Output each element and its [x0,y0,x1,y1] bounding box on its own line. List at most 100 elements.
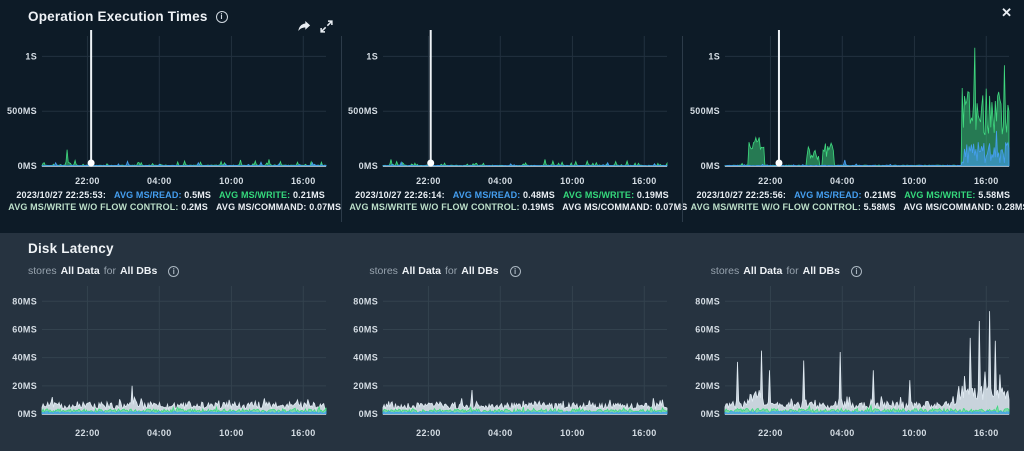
stat-write-value: 0.21MS [292,190,325,200]
svg-text:1S: 1S [25,51,37,61]
svg-text:500MS: 500MS [690,106,720,116]
svg-text:60MS: 60MS [695,324,720,334]
op-chart-panel-3: 22:00 04:00 10:00 16:00 1S 500MS 0MS 2023/10/2… [683,30,1024,213]
stats-line-2: AVG MS/WRITE W/O FLOW CONTROL: 5.58MS AVG… [683,202,1024,214]
disk-chart-subtitle-3: stores All Data for All DBs i [683,262,1024,280]
svg-text:60MS: 60MS [12,324,37,334]
stat-timestamp: 2023/10/27 22:25:56: [696,190,787,200]
subtitle-prefix: stores [28,265,57,277]
subtitle-target: All DBs [461,265,499,277]
svg-text:16:00: 16:00 [291,428,316,438]
svg-text:500MS: 500MS [7,106,37,116]
op-chart-panel-2: 22:00 04:00 10:00 16:00 1S 500MS 0MS 2023/10/2… [341,30,687,213]
info-icon[interactable]: i [509,265,521,277]
subtitle-prefix: stores [369,265,398,277]
disk-chart-panel-2: stores All Data for All DBs i 22:00 04:00… [341,262,682,440]
disk-chart-row: stores All Data for All DBs i 22:00 04:00… [0,262,1024,440]
stat-read-label: AVG MS/READ: [794,190,862,200]
svg-text:16:00: 16:00 [974,176,999,186]
svg-text:10:00: 10:00 [902,428,927,438]
svg-text:40MS: 40MS [354,353,379,363]
stat-command-label: AVG MS/COMMAND: [215,201,307,212]
info-icon[interactable]: i [850,265,862,277]
info-icon[interactable]: i [215,10,228,23]
share-icon[interactable] [297,20,311,34]
disk-chart-panel-3: stores All Data for All DBs i 22:00 04:00… [683,262,1024,440]
svg-text:04:00: 04:00 [147,176,172,186]
svg-text:0MS: 0MS [359,161,378,171]
op-chart-panel-1: 22:00 04:00 10:00 16:00 1S 500MS 0MS 2023/10/2… [0,30,341,213]
svg-text:0MS: 0MS [700,409,719,419]
svg-text:10:00: 10:00 [902,176,927,186]
op-exec-chart-3[interactable]: 22:00 04:00 10:00 16:00 1S 500MS 0MS [683,30,1024,188]
svg-text:16:00: 16:00 [291,176,316,186]
expand-icon[interactable] [320,20,334,34]
svg-text:04:00: 04:00 [830,176,855,186]
stats-line-1: 2023/10/27 22:25:53: AVG MS/READ: 0.5MS AV… [0,190,341,202]
disk-section-title: Disk Latency [28,241,114,256]
stat-timestamp: 2023/10/27 22:25:53: [16,190,106,200]
subtitle-scope: All Data [401,265,442,277]
svg-text:10:00: 10:00 [560,428,585,438]
svg-text:20MS: 20MS [354,381,379,391]
stat-wofc-value: 0.2MS [181,201,208,212]
stat-read-value: 0.5MS [184,190,212,200]
panel-divider [682,36,683,222]
stat-write-value: 5.58MS [978,190,1011,200]
op-exec-chart-2[interactable]: 22:00 04:00 10:00 16:00 1S 500MS 0MS [341,30,682,188]
stat-timestamp: 2023/10/27 22:26:14: [355,190,445,200]
svg-text:16:00: 16:00 [632,176,657,186]
stat-command-value: 0.28MS [996,201,1024,212]
op-section-title-text: Operation Execution Times [28,9,208,24]
info-icon[interactable]: i [168,265,180,277]
svg-text:40MS: 40MS [695,353,720,363]
disk-latency-section: Disk Latency stores All Data for All DBs… [0,233,1024,451]
stat-command-label: AVG MS/COMMAND: [903,201,995,212]
svg-text:80MS: 80MS [695,296,720,306]
panel-divider [341,36,342,222]
subtitle-scope: All Data [743,265,783,277]
stat-read-value: 0.48MS [523,190,555,200]
svg-text:22:00: 22:00 [417,176,442,186]
subtitle-prefix: stores [710,265,740,277]
subtitle-target: All DBs [802,265,840,277]
close-icon[interactable]: ✕ [1001,5,1012,20]
chart-hover-actions [297,20,334,34]
svg-text:0MS: 0MS [18,161,37,171]
svg-text:20MS: 20MS [695,381,720,391]
svg-text:04:00: 04:00 [147,428,172,438]
op-chart-stats-2: 2023/10/27 22:26:14: AVG MS/READ: 0.48MS A… [341,190,687,213]
svg-text:80MS: 80MS [12,296,37,306]
svg-text:0MS: 0MS [700,161,719,171]
stats-line-1: 2023/10/27 22:25:56: AVG MS/READ: 0.21MS A… [683,190,1024,202]
svg-text:10:00: 10:00 [219,176,244,186]
svg-text:40MS: 40MS [12,353,37,363]
svg-text:80MS: 80MS [354,296,379,306]
stat-wofc-label: AVG MS/WRITE W/O FLOW CONTROL: [690,201,861,212]
disk-latency-chart-1[interactable]: 22:00 04:00 10:00 16:00 80MS 60MS 40MS 20MS 0MS [0,280,341,440]
op-section-header: Operation Execution Times i ✕ [0,0,1024,30]
svg-text:60MS: 60MS [354,324,379,334]
stats-line-1: 2023/10/27 22:26:14: AVG MS/READ: 0.48MS A… [341,190,682,202]
svg-text:10:00: 10:00 [560,176,585,186]
stat-command-label: AVG MS/COMMAND: [562,201,653,212]
svg-text:22:00: 22:00 [758,428,783,438]
svg-text:16:00: 16:00 [632,428,657,438]
stat-wofc-label: AVG MS/WRITE W/O FLOW CONTROL: [8,201,179,212]
op-chart-stats-1: 2023/10/27 22:25:53: AVG MS/READ: 0.5MS AV… [0,190,341,213]
disk-latency-chart-2[interactable]: 22:00 04:00 10:00 16:00 80MS 60MS 40MS 20MS 0MS [341,280,682,440]
svg-text:0MS: 0MS [18,409,37,419]
svg-text:22:00: 22:00 [75,428,100,438]
disk-latency-chart-3[interactable]: 22:00 04:00 10:00 16:00 80MS 60MS 40MS 20MS 0MS [683,280,1024,440]
stat-command-value: 0.07MS [655,201,688,212]
stat-command-value: 0.07MS [309,201,342,212]
subtitle-connector: for [445,265,458,277]
stat-write-label: AVG MS/WRITE: [562,190,635,200]
subtitle-target: All DBs [119,265,158,277]
op-exec-chart-1[interactable]: 22:00 04:00 10:00 16:00 1S 500MS 0MS [0,30,341,188]
stat-read-label: AVG MS/READ: [113,190,182,200]
stat-read-label: AVG MS/READ: [452,190,521,200]
subtitle-connector: for [103,265,116,277]
subtitle-connector: for [786,265,799,277]
